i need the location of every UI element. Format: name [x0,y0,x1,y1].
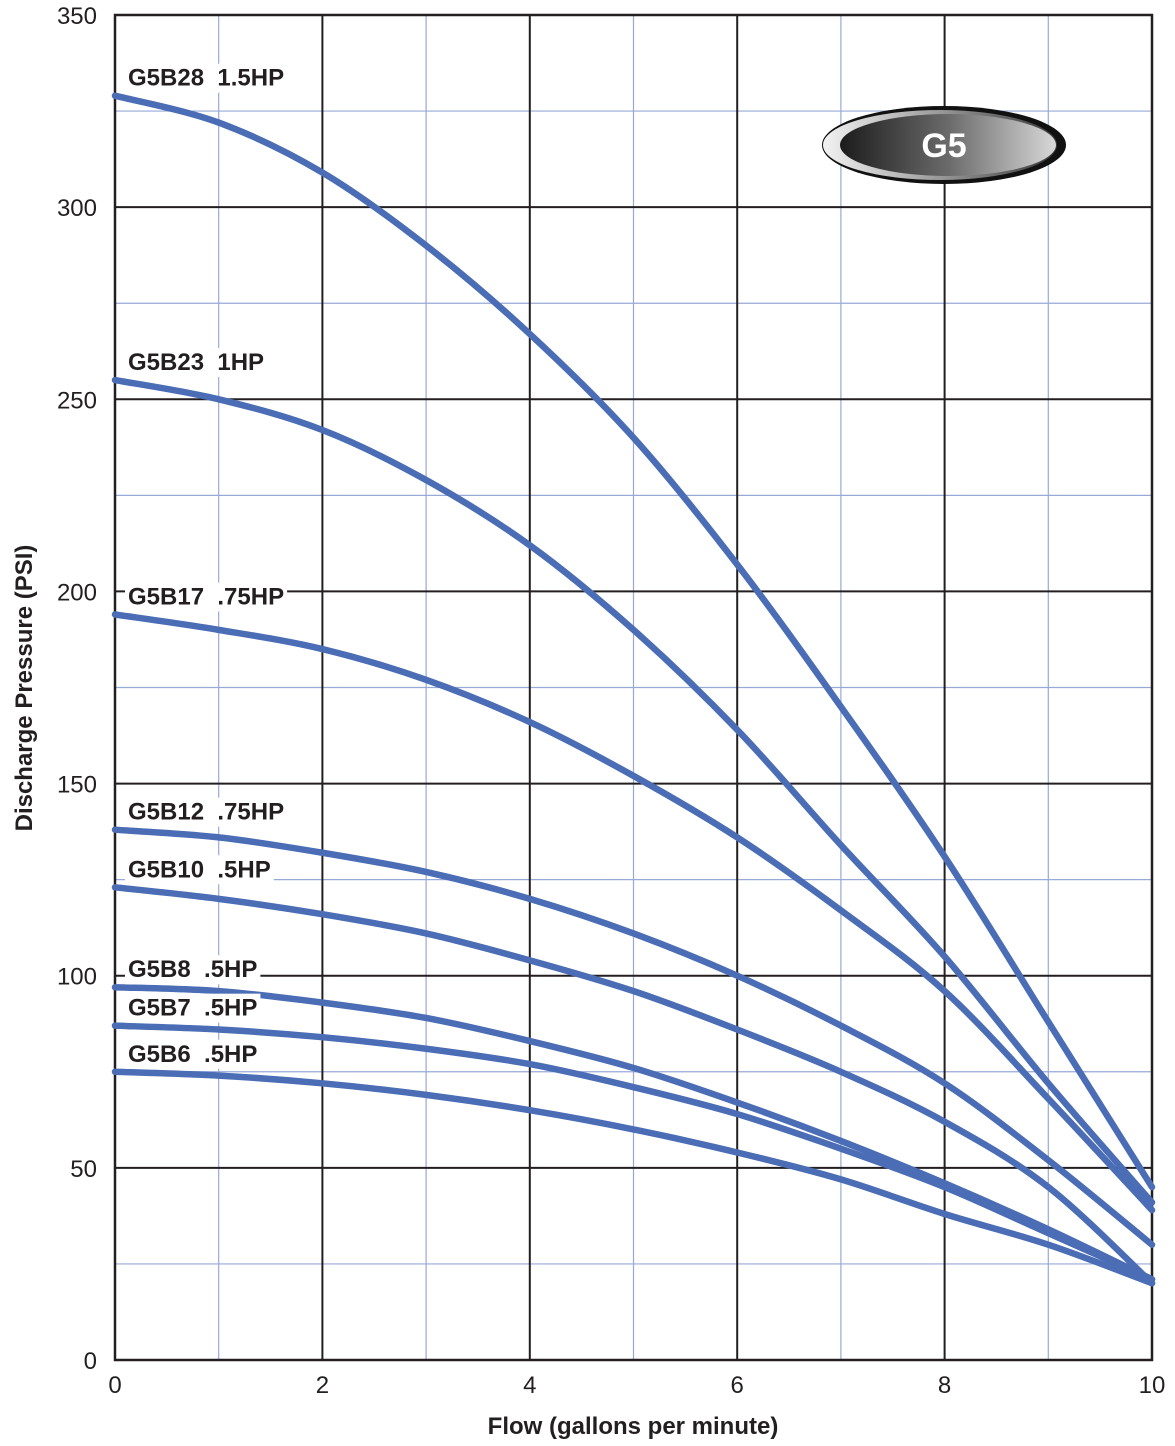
pump-curve-5 [111,983,1156,1283]
x-tick-label: 2 [316,1372,329,1399]
curve-label-bg [125,855,274,885]
y-tick-label: 300 [57,195,97,222]
y-axis-title: Discharge Pressure (PSI) [11,545,38,832]
y-tick-label: 250 [57,387,97,414]
pump-curves [111,92,1156,1287]
minor-gridlines [115,15,1152,1360]
curve-label: G5B6 .5HP [128,1041,257,1068]
curve-label: G5B12 .75HP [128,799,284,826]
pump-curve-0 [111,92,1156,1191]
pump-curve-2 [111,611,1156,1214]
curve-label: G5B17 .75HP [128,583,284,610]
curve-label: G5B8 .5HP [128,956,257,983]
curve-label-bg [125,955,261,985]
pump-curve-1 [111,376,1156,1206]
x-tick-label: 6 [731,1372,744,1399]
x-tick-label: 8 [938,1372,951,1399]
plot-frame [113,13,1154,1362]
y-tick-label: 100 [57,964,97,991]
x-tick-label: 4 [523,1372,536,1399]
y-tick-label: 200 [57,579,97,606]
pump-curve-3 [111,826,1156,1248]
g5-badge-face [840,114,1056,176]
x-axis-title: Flow (gallons per minute) [488,1413,779,1440]
y-tick-label: 0 [84,1348,97,1375]
g5-badge-label: G5 [921,127,966,165]
curve-label-bg [125,993,261,1023]
curve-label-bg [125,797,288,827]
pump-curve-7 [111,1068,1156,1287]
y-tick-label: 50 [70,1156,97,1183]
curve-label: G5B23 1HP [128,349,264,376]
curve-label-bg [125,348,268,378]
x-tick-label: 10 [1139,1372,1166,1399]
curve-label: G5B28 1.5HP [128,65,284,92]
curve-label-bg [125,1039,261,1069]
x-tick-label: 0 [108,1372,121,1399]
curve-label: G5B10 .5HP [128,856,271,883]
major-gridlines [113,13,1154,1362]
g5-badge: G5 [822,106,1066,184]
curve-labels: G5B28 1.5HP G5B23 1HP G5B17 .75HP G5B12 .75… [125,63,288,1069]
y-tick-label: 350 [57,3,97,30]
x-tick-labels: 0 2 4 6 8 10 [108,1372,1165,1399]
pump-curve-6 [111,1022,1156,1283]
y-tick-labels: 0 50 100 150 200 250 300 350 [57,3,97,1375]
pump-curve-4 [111,884,1156,1287]
curve-label-bg [125,582,288,612]
curve-label-bg [125,63,288,93]
curve-label: G5B7 .5HP [128,995,257,1022]
y-tick-label: 150 [57,772,97,799]
